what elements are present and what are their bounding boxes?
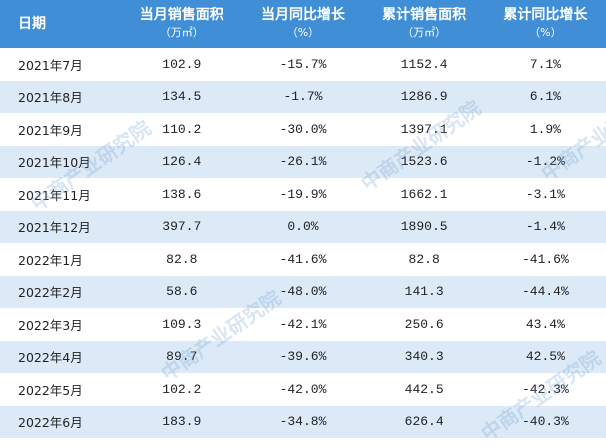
header-unit: （%） [286,26,320,39]
value-cell: -48.0% [242,275,364,308]
value-cell: -42.0% [279,381,327,397]
value-cell: 102.9 [162,56,202,72]
value-cell: -34.8% [242,405,364,438]
value-cell: -1.2% [484,145,606,178]
table-row: 2021年10月 126.4 -26.1% 1523.6 -1.2% [0,145,606,178]
value-cell: 82.8 [408,251,440,267]
date-cell: 2022年6月 [0,405,122,438]
date-cell: 2022年3月 [18,317,83,333]
value-cell: -42.3% [521,381,569,397]
value-cell: 89.7 [121,340,243,373]
value-cell: -41.6% [521,251,569,267]
value-cell: 126.4 [121,145,243,178]
value-cell: 109.3 [162,316,202,332]
table-row: 2022年5月 102.2 -42.0% 442.5 -42.3% [0,373,606,406]
value-cell: 58.6 [121,275,243,308]
header-title: 累计同比增长 [503,7,588,23]
table-row: 2022年3月 109.3 -42.1% 250.6 43.4% [0,308,606,341]
value-cell: 102.2 [162,381,202,397]
value-cell: 250.6 [404,316,444,332]
value-cell: 1662.1 [400,186,448,202]
value-cell: 0.0% [242,210,364,243]
table-row: 2021年12月 397.7 0.0% 1890.5 -1.4% [0,210,606,243]
date-cell: 2021年11月 [18,187,91,203]
value-cell: -1.4% [484,210,606,243]
value-cell: 6.1% [484,80,606,113]
value-cell: -15.7% [279,56,327,72]
value-cell: 43.4% [525,316,565,332]
header-unit: （%） [529,26,562,39]
value-cell: -1.7% [242,80,364,113]
value-cell: 1.9% [529,121,561,137]
date-cell: 2022年5月 [18,382,83,398]
header-title: 当月销售面积 [139,7,224,23]
column-header: 累计同比增长 （%） [484,0,606,48]
value-cell: 42.5% [484,340,606,373]
table-row: 2021年8月 134.5 -1.7% 1286.9 6.1% [0,80,606,113]
value-cell: -19.9% [279,186,327,202]
header-unit: （万㎡） [402,26,447,39]
value-cell: -39.6% [242,340,364,373]
date-cell: 2021年8月 [0,80,122,113]
value-cell: -30.0% [279,121,327,137]
value-cell: 1523.6 [363,145,485,178]
header-unit: （万㎡） [159,26,204,39]
table-row: 2021年9月 110.2 -30.0% 1397.1 1.9% [0,113,606,146]
date-cell: 2022年1月 [18,252,83,268]
date-cell: 2021年10月 [0,145,122,178]
value-cell: 110.2 [162,121,202,137]
value-cell: -42.1% [279,316,327,332]
column-header: 日期 [0,0,122,48]
date-cell: 2022年2月 [0,275,122,308]
value-cell: -40.3% [484,405,606,438]
date-cell: 2021年12月 [0,210,122,243]
table-row: 2022年4月 89.7 -39.6% 340.3 42.5% [0,340,606,373]
value-cell: 138.6 [162,186,202,202]
value-cell: 141.3 [363,275,485,308]
table-row: 2021年11月 138.6 -19.9% 1662.1 -3.1% [0,178,606,211]
value-cell: 397.7 [121,210,243,243]
table-row: 2021年7月 102.9 -15.7% 1152.4 7.1% [0,48,606,81]
value-cell: 1890.5 [363,210,485,243]
value-cell: -41.6% [279,251,327,267]
date-cell: 2021年9月 [18,122,83,138]
value-cell: -26.1% [242,145,364,178]
header-row: 日期 当月销售面积 （万㎡） 当月同比增长 （%） 累计销售面积 （万㎡） 累计同比增长 （%） [0,0,606,48]
date-cell: 2021年7月 [18,57,83,73]
data-table: 日期 当月销售面积 （万㎡） 当月同比增长 （%） 累计销售面积 （万㎡） 累计同比增长 （%）… [0,0,606,438]
table-row: 2022年2月 58.6 -48.0% 141.3 -44.4% [0,275,606,308]
column-header: 当月销售面积 （万㎡） [121,0,243,48]
value-cell: 442.5 [404,381,444,397]
value-cell: 82.8 [166,251,198,267]
value-cell: 1152.4 [400,56,448,72]
table-row: 2022年1月 82.8 -41.6% 82.8 -41.6% [0,243,606,276]
value-cell: 1397.1 [400,121,448,137]
header-title: 日期 [18,15,46,32]
value-cell: 134.5 [121,80,243,113]
value-cell: 183.9 [121,405,243,438]
column-header: 累计销售面积 （万㎡） [363,0,485,48]
value-cell: 1286.9 [363,80,485,113]
value-cell: -44.4% [484,275,606,308]
value-cell: 626.4 [363,405,485,438]
date-cell: 2022年4月 [0,340,122,373]
header-title: 当月同比增长 [260,7,345,23]
table-row: 2022年6月 183.9 -34.8% 626.4 -40.3% [0,405,606,438]
header-title: 累计销售面积 [382,7,467,23]
value-cell: 340.3 [363,340,485,373]
value-cell: -3.1% [525,186,565,202]
value-cell: 7.1% [529,56,561,72]
column-header: 当月同比增长 （%） [242,0,364,48]
